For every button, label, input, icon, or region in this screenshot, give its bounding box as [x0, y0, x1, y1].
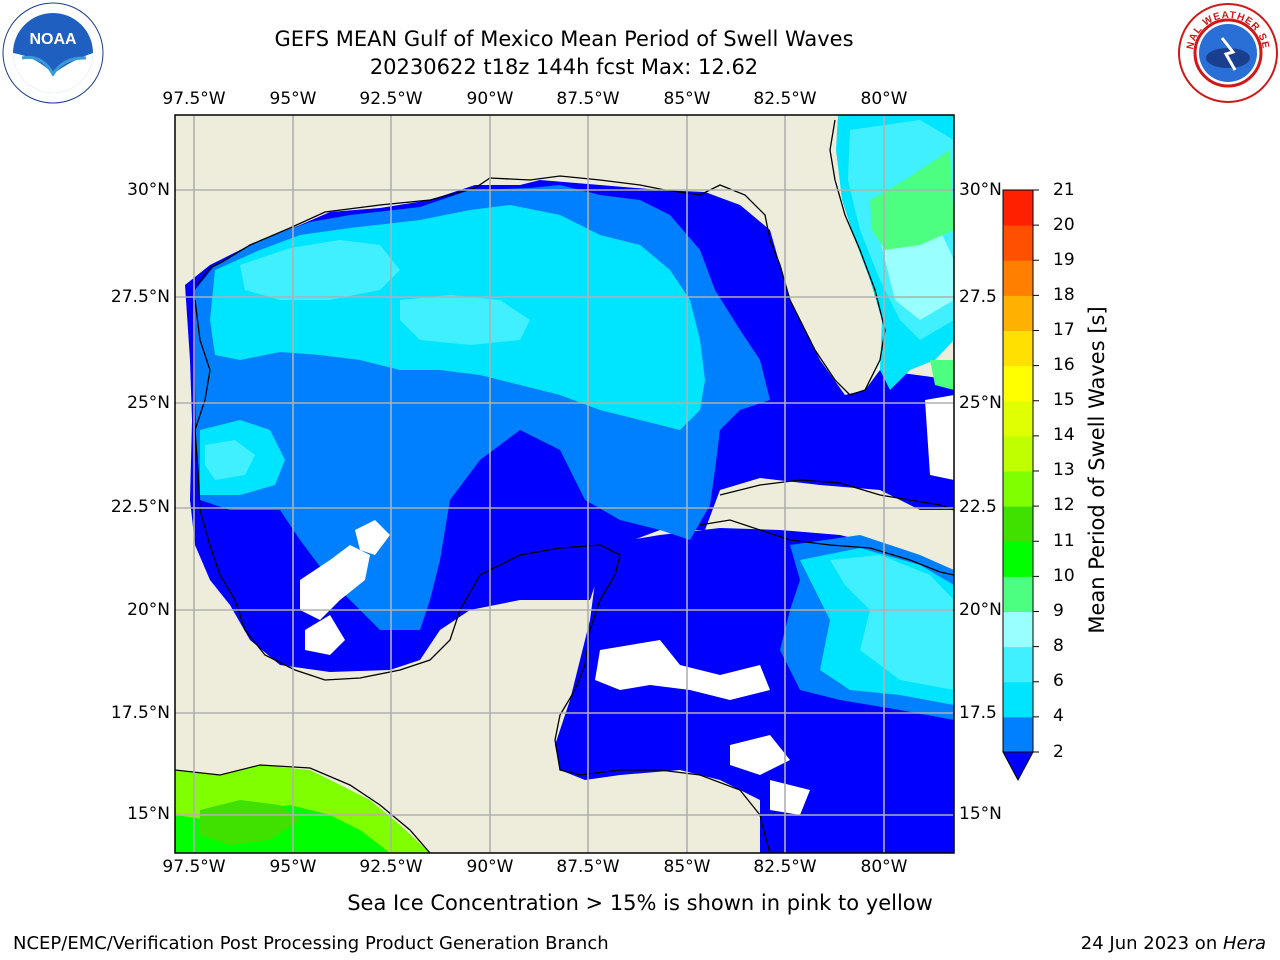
colorbar-segment — [1003, 576, 1033, 612]
coastlines — [175, 119, 954, 853]
lon-label-bottom: 85°W — [663, 857, 711, 877]
lon-label-top: 82.5°W — [753, 89, 817, 109]
lat-label-right: 15°N — [959, 804, 1002, 824]
colorbar-segment — [1003, 506, 1033, 542]
date-text: 24 Jun 2023 on — [1080, 933, 1223, 954]
pacific-band-12-13s — [175, 765, 430, 853]
noaa-logo: NOAA — [2, 2, 104, 104]
colorbar-tick: 9 — [1053, 601, 1064, 621]
colorbar-segment — [1003, 330, 1033, 367]
colorbar-tick: 6 — [1053, 671, 1064, 691]
lon-label-bottom: 90°W — [466, 857, 514, 877]
colorbar-under-extension — [1002, 751, 1034, 782]
lat-label-right: 20°N — [959, 600, 1002, 620]
lat-label-left: 22.5°N — [110, 497, 170, 517]
lat-label-left: 25°N — [127, 393, 170, 413]
nws-logo: NATIONAL WEATHER SERVICE — [1177, 2, 1278, 103]
lat-label-left: 30°N — [127, 180, 170, 200]
carib-band-6-8s — [830, 555, 954, 690]
lat-label-right: 25°N — [959, 393, 1002, 413]
colorbar-tick: 11 — [1053, 531, 1075, 551]
colorbar-tick: 16 — [1053, 355, 1075, 375]
lat-label-right: 27.5 — [959, 287, 997, 307]
colorbar-segment — [1003, 400, 1033, 437]
lon-label-top: 87.5°W — [556, 89, 620, 109]
colorbar-label: Mean Period of Swell Waves [s] — [1085, 306, 1109, 634]
nodata-patch — [770, 780, 810, 815]
band-6-8s — [240, 240, 400, 300]
colorbar-segment — [1003, 541, 1033, 577]
generated-date: 24 Jun 2023 on Hera — [1081, 933, 1266, 954]
colorbar-segment — [1003, 225, 1033, 261]
colorbar-segment — [1003, 295, 1033, 331]
colorbar-tick: 8 — [1053, 636, 1064, 656]
colorbar-segment — [1003, 190, 1033, 226]
lon-label-top: 85°W — [663, 89, 711, 109]
lon-label-top: 97.5°W — [162, 89, 226, 109]
colorbar-tick: 4 — [1053, 706, 1064, 726]
lat-label-left: 20°N — [127, 600, 170, 620]
colorbar-segment — [1003, 611, 1033, 648]
lon-label-bottom: 87.5°W — [556, 857, 620, 877]
nodata-patch — [300, 545, 370, 620]
chart-subtitle: 20230622 t18z 144h fcst Max: 12.62 — [369, 55, 759, 79]
lon-label-top: 95°W — [269, 89, 317, 109]
atlantic-band-9-10s — [870, 150, 954, 250]
colorbar-segment — [1003, 681, 1033, 718]
lon-label-top: 80°W — [860, 89, 908, 109]
colorbar-tick: 17 — [1053, 320, 1075, 340]
noaa-logo-text: NOAA — [29, 31, 77, 48]
lon-label-bottom: 95°W — [269, 857, 317, 877]
colorbar-tick: 20 — [1053, 215, 1075, 235]
map-frame — [174, 114, 955, 854]
nodata-patch — [595, 640, 770, 700]
lat-label-left: 15°N — [127, 804, 170, 824]
sea-ice-note: Sea Ice Concentration > 15% is shown in … — [347, 891, 933, 915]
colorbar — [1002, 189, 1039, 782]
credit-line: NCEP/EMC/Verification Post Processing Pr… — [13, 933, 609, 954]
lat-label-right: 30°N — [959, 180, 1002, 200]
colorbar-segment — [1003, 260, 1033, 296]
host-name: Hera — [1222, 933, 1266, 954]
colorbar-segment — [1003, 471, 1033, 507]
map-field — [175, 115, 954, 853]
colorbar-tick: 12 — [1053, 495, 1075, 515]
nodata-patch — [355, 520, 390, 555]
colorbar-segment — [1003, 435, 1033, 472]
pacific-band-11-12s — [200, 800, 300, 845]
nodata-patch — [925, 395, 954, 480]
colorbar-tick: 19 — [1053, 250, 1075, 270]
nodata-patch — [305, 615, 345, 655]
lon-label-top: 92.5°W — [359, 89, 423, 109]
colorbar-segment — [1003, 716, 1033, 753]
nodata-patch — [730, 735, 790, 775]
lon-label-bottom: 92.5°W — [359, 857, 423, 877]
lon-label-bottom: 80°W — [860, 857, 908, 877]
chart-title: GEFS MEAN Gulf of Mexico Mean Period of … — [274, 27, 854, 51]
lon-label-bottom: 97.5°W — [162, 857, 226, 877]
lat-label-right: 22.5 — [959, 497, 997, 517]
colorbar-tick: 10 — [1053, 566, 1075, 586]
colorbar-segment — [1003, 646, 1033, 683]
colorbar-tick: 18 — [1053, 285, 1075, 305]
band-6-8s-b — [400, 295, 530, 345]
colorbar-tick: 2 — [1053, 742, 1064, 762]
lon-label-bottom: 82.5°W — [753, 857, 817, 877]
lat-label-left: 27.5°N — [110, 287, 170, 307]
lon-label-top: 90°W — [466, 89, 514, 109]
lat-label-left: 17.5°N — [110, 703, 170, 723]
atlantic-band-9-10s-b — [930, 360, 954, 390]
colorbar-tick: 13 — [1053, 460, 1075, 480]
lat-label-right: 17.5 — [959, 703, 997, 723]
colorbar-tick: 21 — [1053, 180, 1075, 200]
colorbar-tick: 15 — [1053, 390, 1075, 410]
band-6-8s-c — [205, 440, 255, 480]
graticule — [175, 115, 954, 853]
colorbar-segment — [1003, 365, 1033, 402]
colorbar-tick: 14 — [1053, 425, 1075, 445]
